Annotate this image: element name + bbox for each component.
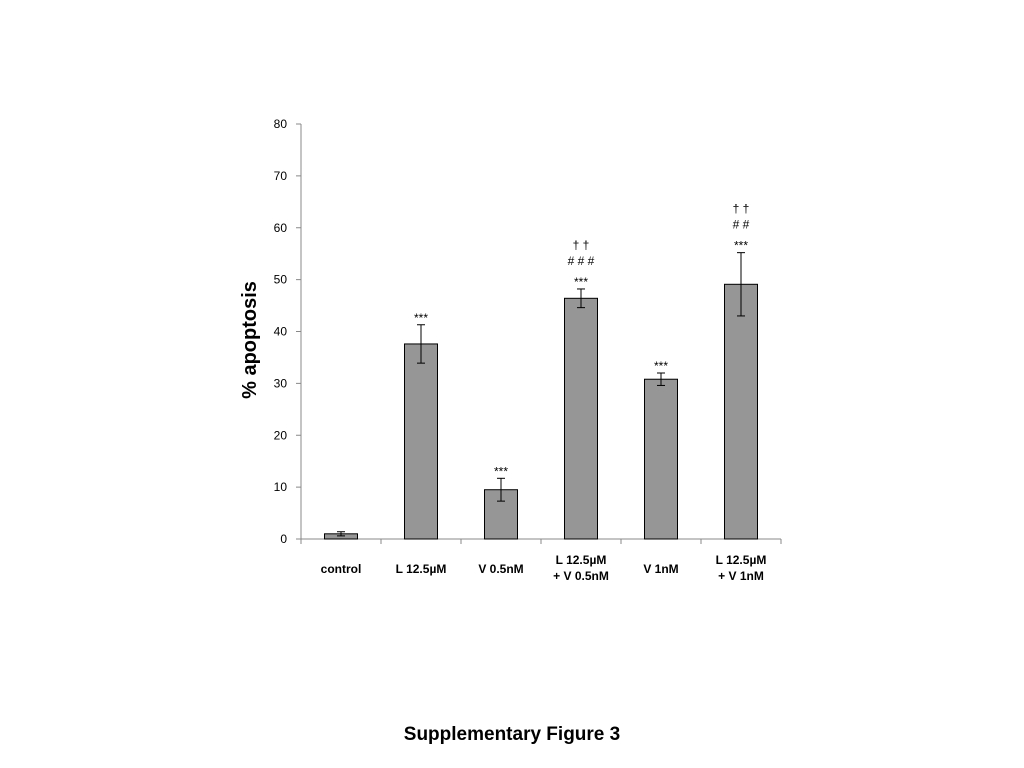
category-label: control (321, 562, 362, 576)
y-tick-label: 60 (274, 221, 288, 235)
y-tick-label: 40 (274, 325, 288, 339)
y-tick-label: 50 (274, 273, 288, 287)
category-label: + V 0.5nM (553, 569, 609, 583)
bar-chart: 0 10 20 30 40 50 60 70 80 *** *** † † # # # *** *** † … (239, 117, 782, 583)
significance-mark: # # (733, 218, 750, 232)
category-label: V 0.5nM (478, 562, 523, 576)
category-labels: control L 12.5µM V 0.5nM L 12.5µM + V 0.5nM V… (321, 553, 767, 583)
category-label: L 12.5µM (716, 553, 767, 567)
significance-mark: † † (573, 238, 590, 252)
significance-stars: *** (494, 464, 508, 478)
category-label: V 1nM (643, 562, 678, 576)
figure-caption: Supplementary Figure 3 (403, 724, 621, 745)
y-tick-label: 80 (274, 117, 288, 131)
significance-annotations: *** *** † † # # # *** *** † † # # *** (414, 202, 750, 479)
significance-mark: † † (733, 202, 750, 216)
y-axis-label: % apoptosis (239, 281, 261, 399)
significance-stars: *** (654, 359, 668, 373)
bars (324, 283, 758, 540)
significance-stars: *** (414, 311, 428, 325)
bar (724, 283, 758, 540)
bar (644, 378, 678, 540)
significance-stars: *** (734, 239, 748, 253)
bar (404, 343, 438, 540)
y-tick-label: 10 (274, 480, 288, 494)
error-bars (337, 252, 745, 537)
y-axis: 0 10 20 30 40 50 60 70 80 (274, 117, 302, 546)
x-axis (300, 538, 782, 544)
significance-mark: # # # (568, 254, 595, 268)
significance-stars: *** (574, 275, 588, 289)
bar (564, 297, 598, 540)
category-label: L 12.5µM (556, 553, 607, 567)
y-tick-label: 0 (280, 532, 287, 546)
category-label: + V 1nM (718, 569, 764, 583)
y-tick-label: 30 (274, 376, 288, 390)
category-label: L 12.5µM (396, 562, 447, 576)
y-tick-label: 70 (274, 169, 288, 183)
y-tick-label: 20 (274, 428, 288, 442)
